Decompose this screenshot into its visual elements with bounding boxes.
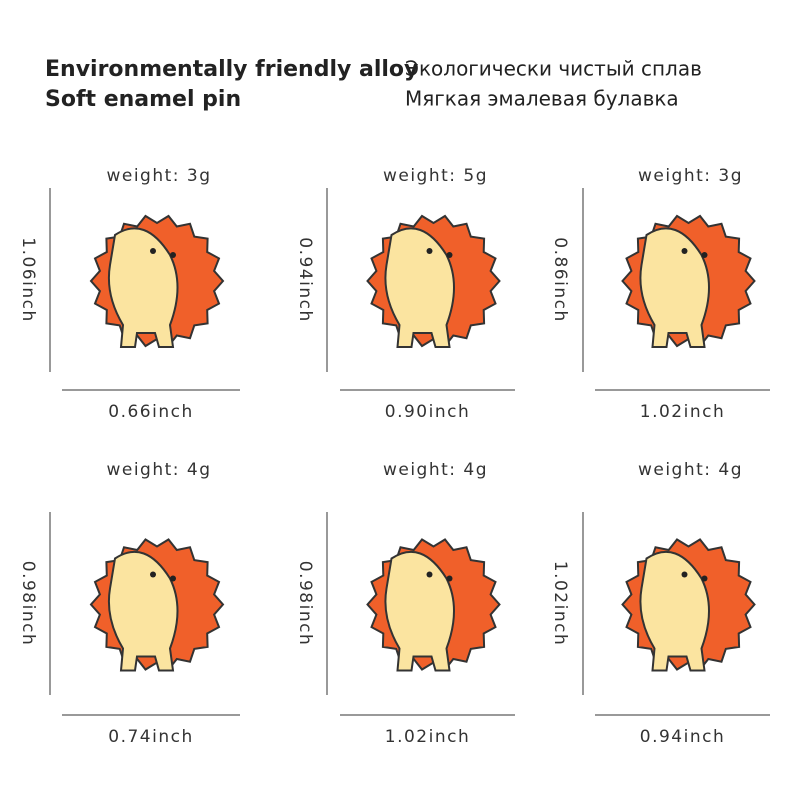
weight-label: weight: 3g	[638, 166, 743, 186]
hedgehog-body	[639, 227, 710, 348]
height-label: 1.02inch	[550, 561, 570, 646]
header-line: Экологически чистый сплав	[405, 57, 702, 81]
hedgehog-pin	[621, 538, 756, 672]
hedgehog-eye	[426, 571, 433, 578]
width-label: 0.66inch	[108, 402, 193, 422]
hedgehog-pin	[621, 214, 756, 348]
hedgehog-pin	[89, 214, 225, 348]
hedgehog-nose	[170, 252, 176, 258]
hedgehog-body	[384, 227, 455, 348]
weight-label: weight: 5g	[383, 166, 488, 186]
hedgehog-body	[107, 227, 179, 348]
hedgehog-eye	[426, 248, 433, 254]
hedgehog-eye	[681, 571, 688, 578]
header-line: Environmentally friendly alloy	[45, 57, 418, 82]
header-line: Мягкая эмалевая булавка	[405, 87, 679, 111]
hedgehog-eye	[150, 571, 156, 578]
width-label: 0.74inch	[108, 727, 193, 747]
hedgehog-nose	[170, 575, 176, 582]
weight-label: weight: 3g	[106, 166, 211, 186]
header-line: Soft enamel pin	[45, 87, 241, 112]
width-label: 0.90inch	[385, 402, 470, 422]
hedgehog-body	[384, 550, 455, 672]
weight-label: weight: 4g	[106, 460, 211, 480]
height-label: 0.98inch	[295, 561, 315, 646]
height-label: 0.86inch	[550, 237, 570, 322]
hedgehog-pin	[89, 538, 225, 672]
hedgehog-nose	[446, 575, 453, 582]
height-label: 0.98inch	[18, 561, 38, 646]
hedgehog-eye	[681, 248, 688, 254]
hedgehog-nose	[701, 252, 708, 258]
hedgehog-nose	[701, 575, 708, 582]
weight-label: weight: 4g	[383, 460, 488, 480]
height-label: 1.06inch	[18, 237, 38, 322]
width-label: 0.94inch	[640, 727, 725, 747]
hedgehog-body	[639, 550, 710, 672]
hedgehog-nose	[446, 252, 453, 258]
hedgehog-eye	[150, 248, 156, 254]
width-label: 1.02inch	[640, 402, 725, 422]
width-label: 1.02inch	[385, 727, 470, 747]
hedgehog-body	[107, 550, 179, 672]
height-label: 0.94inch	[295, 237, 315, 322]
hedgehog-pin	[366, 214, 501, 348]
weight-label: weight: 4g	[638, 460, 743, 480]
hedgehog-pin	[366, 538, 501, 672]
